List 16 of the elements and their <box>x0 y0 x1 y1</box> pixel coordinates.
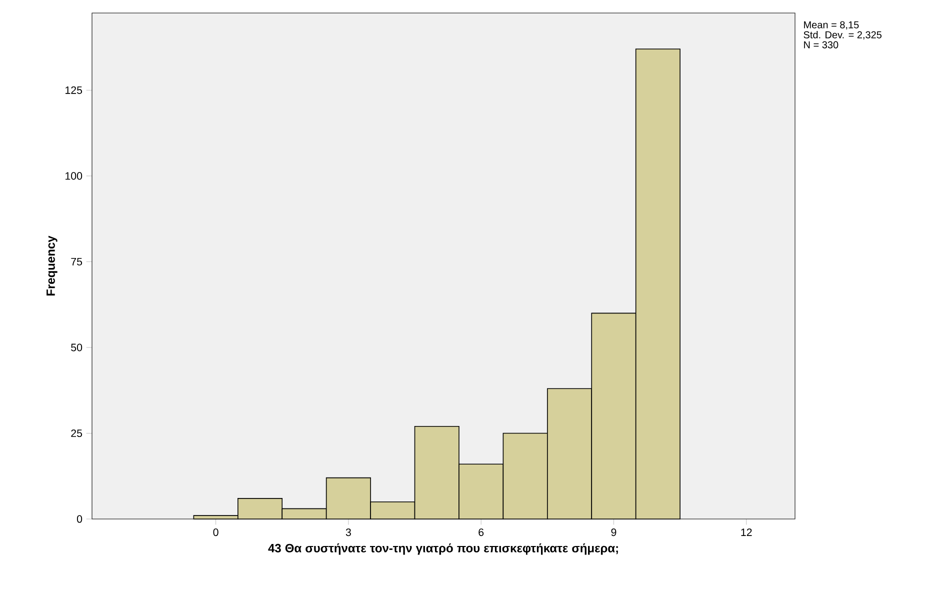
text: Std. Dev. = 2,325 <box>804 31 882 40</box>
y-tick-label: 125 <box>66 86 82 94</box>
y-tick-label: 100 <box>66 172 82 180</box>
y-axis-title: Frequency <box>46 236 58 296</box>
x-axis-title: 43 Θα συστήνατε τον-την γιατρό που επισκεφτήκατε σήμερα; <box>268 543 618 555</box>
y-tick-label: 0 <box>76 515 82 523</box>
y-tick-label: 25 <box>71 429 82 438</box>
y-tick-label: 75 <box>71 258 82 266</box>
x-tick-label: 6 <box>478 528 484 536</box>
x-tick-label: 3 <box>346 528 351 536</box>
y-tick-label: 50 <box>71 344 82 352</box>
text: Mean = 8,15 <box>804 21 859 30</box>
x-tick-label: 0 <box>213 528 218 536</box>
x-tick-label: 9 <box>611 528 616 536</box>
text: N = 330 <box>804 41 838 48</box>
x-tick-label: 12 <box>741 528 752 536</box>
